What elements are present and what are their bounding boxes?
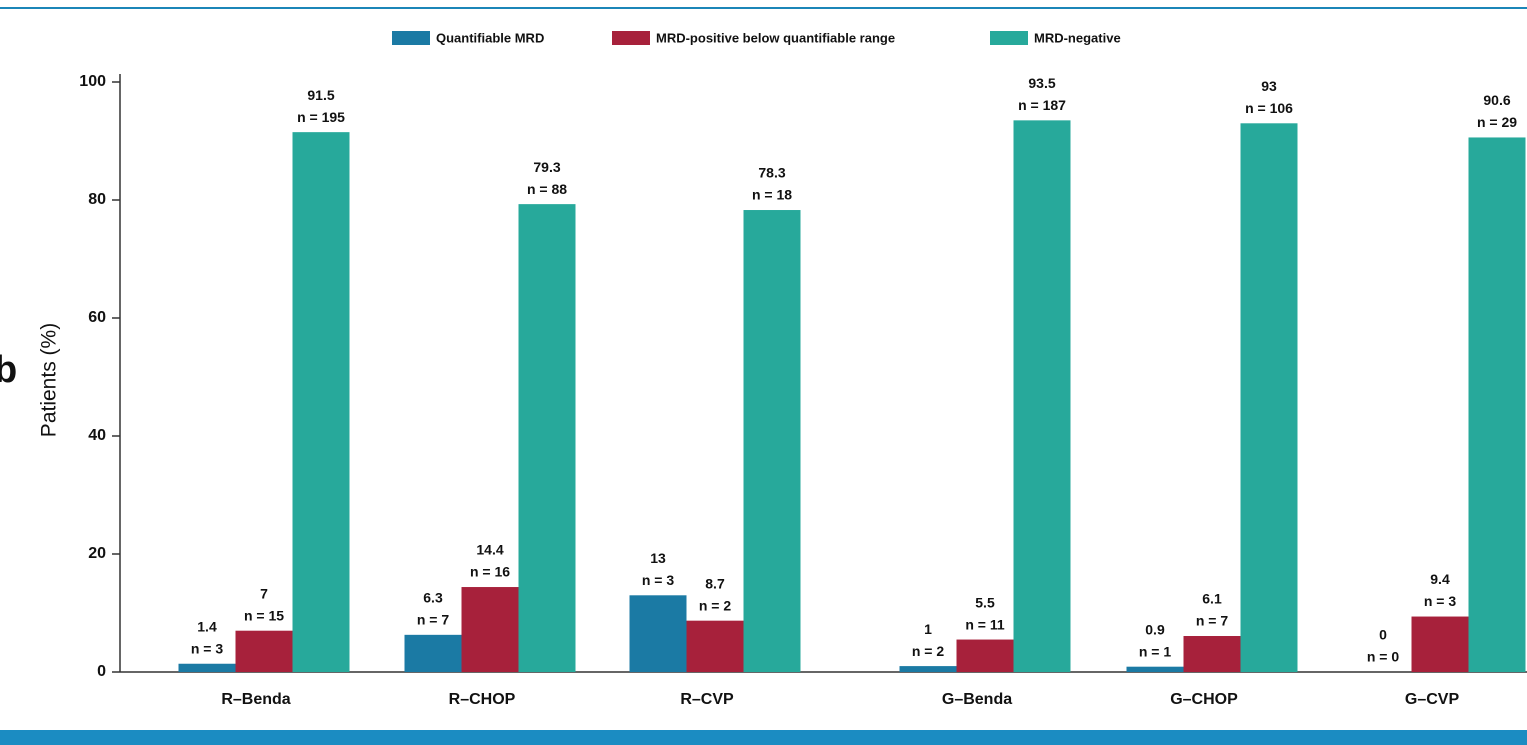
value-label: 5.5 (975, 594, 995, 610)
y-tick-label: 80 (88, 191, 106, 208)
n-label: n = 15 (244, 607, 284, 623)
bar (1126, 666, 1184, 672)
n-label: n = 0 (1367, 649, 1400, 665)
x-tick-label: R–Benda (221, 691, 290, 708)
y-tick-label: 20 (88, 545, 106, 562)
value-label: 93 (1261, 78, 1277, 94)
bar (404, 634, 462, 672)
value-label: 1.4 (197, 618, 217, 634)
n-label: n = 1 (1139, 643, 1172, 659)
bar (178, 663, 236, 672)
n-label: n = 16 (470, 564, 510, 580)
value-label: 0 (1379, 627, 1387, 643)
n-label: n = 3 (642, 572, 675, 588)
bar (686, 620, 744, 672)
n-label: n = 106 (1245, 100, 1293, 116)
bar (899, 666, 957, 672)
value-label: 14.4 (476, 542, 503, 558)
top-rule (0, 7, 1527, 9)
legend-swatch (990, 31, 1028, 45)
bar (956, 639, 1014, 672)
legend-swatch (612, 31, 650, 45)
bar (1183, 636, 1241, 672)
value-label: 1 (924, 621, 932, 637)
n-label: n = 187 (1018, 97, 1066, 113)
n-label: n = 11 (965, 616, 1005, 632)
n-label: n = 3 (191, 640, 224, 656)
bar (1411, 616, 1469, 672)
value-label: 6.3 (423, 590, 443, 606)
y-axis-label: Patients (%) (38, 323, 61, 437)
value-label: 93.5 (1028, 75, 1055, 91)
value-label: 78.3 (758, 165, 785, 181)
n-label: n = 2 (912, 643, 945, 659)
bottom-band (0, 730, 1527, 745)
panel-label: b (0, 349, 17, 391)
bar (518, 204, 576, 672)
value-label: 79.3 (533, 159, 560, 175)
n-label: n = 3 (1424, 593, 1457, 609)
value-label: 7 (260, 585, 268, 601)
x-tick-label: G–CHOP (1170, 691, 1238, 708)
y-tick-label: 60 (88, 309, 106, 326)
legend-label: MRD-positive below quantifiable range (656, 30, 895, 45)
y-tick-label: 0 (97, 663, 106, 680)
legend-label: Quantifiable MRD (436, 30, 544, 45)
y-tick-label: 100 (79, 73, 106, 90)
bar (629, 595, 687, 672)
bar (743, 210, 801, 672)
legend-label: MRD-negative (1034, 30, 1121, 45)
value-label: 91.5 (307, 87, 334, 103)
n-label: n = 7 (417, 612, 450, 628)
bar (1240, 123, 1298, 673)
bar (1013, 120, 1071, 673)
bar (292, 132, 350, 672)
value-label: 9.4 (1430, 571, 1450, 587)
n-label: n = 18 (752, 187, 792, 203)
n-label: n = 29 (1477, 114, 1517, 130)
value-label: 6.1 (1202, 591, 1222, 607)
value-label: 90.6 (1483, 92, 1510, 108)
n-label: n = 7 (1196, 613, 1229, 629)
n-label: n = 2 (699, 597, 732, 613)
value-label: 13 (650, 550, 666, 566)
value-label: 0.9 (1145, 621, 1165, 637)
x-tick-label: G–CVP (1405, 691, 1460, 708)
n-label: n = 195 (297, 109, 345, 125)
bar (1468, 137, 1526, 672)
n-label: n = 88 (527, 181, 567, 197)
value-label: 8.7 (705, 575, 725, 591)
x-tick-label: R–CHOP (449, 691, 516, 708)
y-tick-label: 40 (88, 427, 106, 444)
legend-swatch (392, 31, 430, 45)
bar (461, 587, 519, 672)
x-tick-label: G–Benda (942, 691, 1012, 708)
x-tick-label: R–CVP (680, 691, 734, 708)
bar (235, 630, 293, 672)
